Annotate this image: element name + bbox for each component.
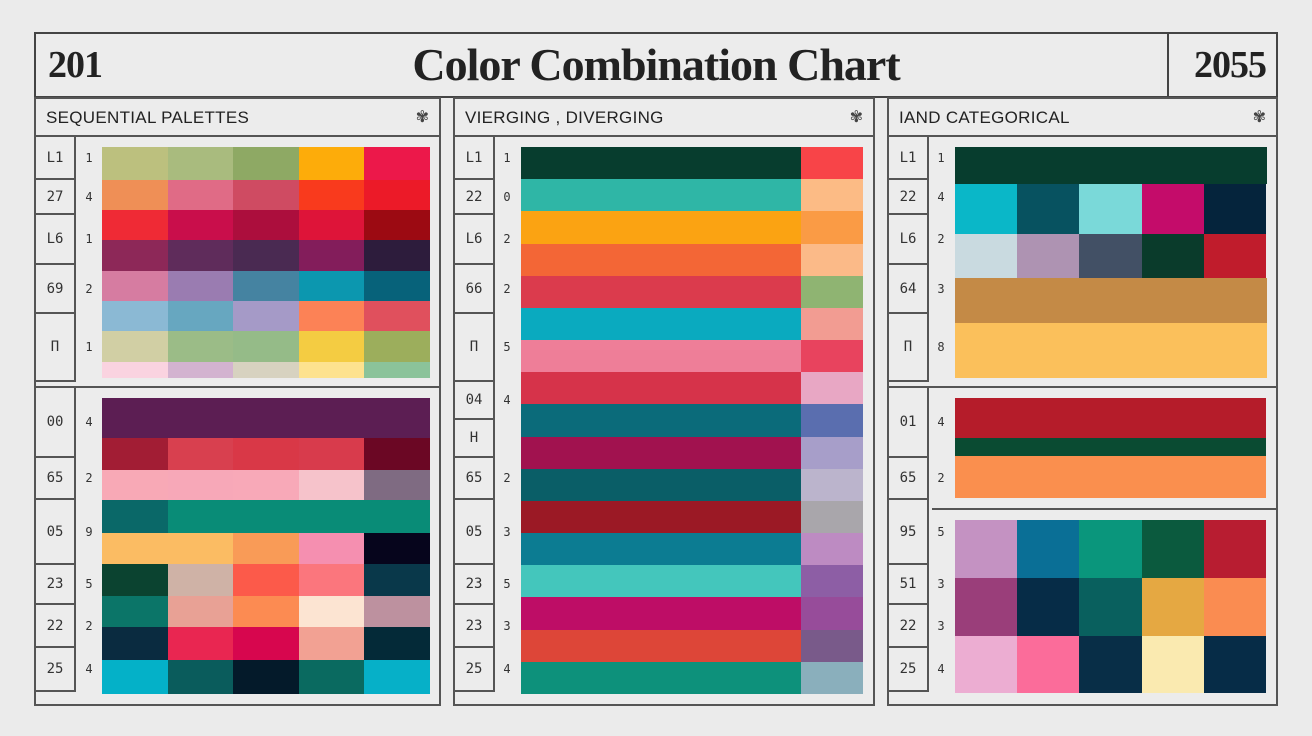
row-count: 4 bbox=[503, 393, 511, 407]
row-label: 51 bbox=[889, 565, 929, 605]
row-label: 23 bbox=[455, 605, 495, 648]
row-count: 4 bbox=[937, 189, 945, 204]
section-divider bbox=[36, 386, 439, 388]
row-label: 25 bbox=[455, 648, 495, 692]
row-count: 2 bbox=[503, 232, 511, 246]
categorical-panel-header: IAND CATEGORICAL ✾ bbox=[889, 99, 1276, 137]
row-label: 69 bbox=[36, 265, 76, 314]
page-title: Color Combination Chart bbox=[412, 39, 900, 90]
year-left: 201 bbox=[48, 44, 103, 86]
row-count: 3 bbox=[937, 577, 945, 591]
row-count: 2 bbox=[937, 471, 945, 485]
row-label: 05 bbox=[36, 500, 76, 565]
sequential-panel-header: SEQUENTIAL PALETTES ✾ bbox=[36, 99, 439, 137]
row-label: 05 bbox=[455, 500, 495, 565]
row-label: 65 bbox=[36, 458, 76, 500]
row-label: 64 bbox=[889, 265, 929, 314]
row-label: 23 bbox=[36, 565, 76, 605]
row-count: 1 bbox=[85, 340, 93, 354]
row-label: L1 bbox=[455, 137, 495, 180]
row-count: 8 bbox=[937, 340, 945, 354]
row-label: 65 bbox=[455, 458, 495, 500]
chart-header: 201 Color Combination Chart 2055 bbox=[34, 32, 1278, 98]
row-label: 00 bbox=[36, 388, 76, 458]
row-label: L6 bbox=[889, 215, 929, 265]
row-label: 04 bbox=[455, 382, 495, 420]
header-divider bbox=[1167, 34, 1169, 96]
section-divider bbox=[889, 386, 1276, 388]
row-count: 4 bbox=[85, 189, 93, 204]
row-count: 4 bbox=[503, 662, 511, 676]
row-count: 4 bbox=[937, 415, 945, 429]
settings-gear-icon[interactable]: ✾ bbox=[415, 109, 429, 126]
row-count: 3 bbox=[937, 618, 945, 633]
diverging-panel: VIERGING , DIVERGING ✾ bbox=[453, 97, 875, 706]
row-label: 25 bbox=[36, 648, 76, 692]
row-label: 01 bbox=[889, 388, 929, 458]
row-count: 2 bbox=[85, 618, 93, 633]
row-label: П bbox=[455, 314, 495, 382]
row-count: 1 bbox=[85, 150, 93, 165]
row-label: 22 bbox=[889, 605, 929, 648]
row-count: 9 bbox=[85, 524, 93, 539]
year-right: 2055 bbox=[1194, 44, 1267, 86]
row-label: 22 bbox=[889, 180, 929, 215]
row-label: 65 bbox=[889, 458, 929, 500]
settings-gear-icon[interactable]: ✾ bbox=[1252, 109, 1266, 126]
row-label: 22 bbox=[455, 180, 495, 215]
row-count: 2 bbox=[937, 232, 945, 246]
row-label: L1 bbox=[889, 137, 929, 180]
row-label: 23 bbox=[455, 565, 495, 605]
row-label: 25 bbox=[889, 648, 929, 692]
row-count: 4 bbox=[85, 415, 93, 429]
row-label: L6 bbox=[455, 215, 495, 265]
row-count: 0 bbox=[503, 189, 511, 204]
panel-title-sequential: SEQUENTIAL PALETTES bbox=[46, 108, 250, 127]
section-divider bbox=[932, 508, 1276, 510]
row-label: П bbox=[889, 314, 929, 382]
row-count: 3 bbox=[503, 618, 511, 633]
row-count: 2 bbox=[85, 471, 93, 485]
settings-gear-icon[interactable]: ✾ bbox=[849, 109, 863, 126]
row-count: 2 bbox=[85, 281, 93, 296]
row-label: L1 bbox=[36, 137, 76, 180]
row-count: 1 bbox=[85, 232, 93, 246]
row-count: 5 bbox=[503, 340, 511, 354]
row-count: 4 bbox=[937, 662, 945, 676]
row-label: 66 bbox=[455, 265, 495, 314]
row-label: H bbox=[455, 420, 495, 458]
row-count: 3 bbox=[937, 281, 945, 296]
row-count: 1 bbox=[937, 150, 945, 165]
row-count: 2 bbox=[503, 471, 511, 485]
row-label: 95 bbox=[889, 500, 929, 565]
row-label: П bbox=[36, 314, 76, 382]
row-label: 22 bbox=[36, 605, 76, 648]
row-count: 5 bbox=[937, 524, 945, 539]
row-count: 4 bbox=[85, 662, 93, 676]
panel-title-diverging: VIERGING , DIVERGING bbox=[465, 108, 664, 127]
row-count: 1 bbox=[503, 150, 511, 165]
categorical-panel: IAND CATEGORICAL ✾ bbox=[887, 97, 1278, 706]
diverging-panel-header: VIERGING , DIVERGING ✾ bbox=[455, 99, 873, 137]
row-count: 5 bbox=[503, 577, 511, 591]
panel-title-categorical: IAND CATEGORICAL bbox=[899, 108, 1070, 127]
row-count: 3 bbox=[503, 524, 511, 539]
row-label: L6 bbox=[36, 215, 76, 265]
row-count: 5 bbox=[85, 577, 93, 591]
sequential-panel: SEQUENTIAL PALETTES ✾ bbox=[34, 97, 441, 706]
row-label: 27 bbox=[36, 180, 76, 215]
row-count: 2 bbox=[503, 281, 511, 296]
